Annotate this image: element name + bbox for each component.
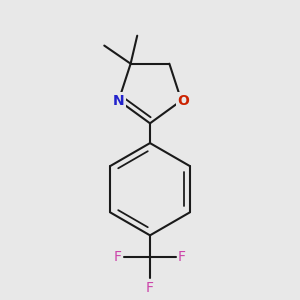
Text: F: F bbox=[178, 250, 186, 264]
Text: N: N bbox=[113, 94, 124, 107]
Text: F: F bbox=[114, 250, 122, 264]
Text: F: F bbox=[146, 281, 154, 295]
Text: O: O bbox=[177, 94, 189, 107]
